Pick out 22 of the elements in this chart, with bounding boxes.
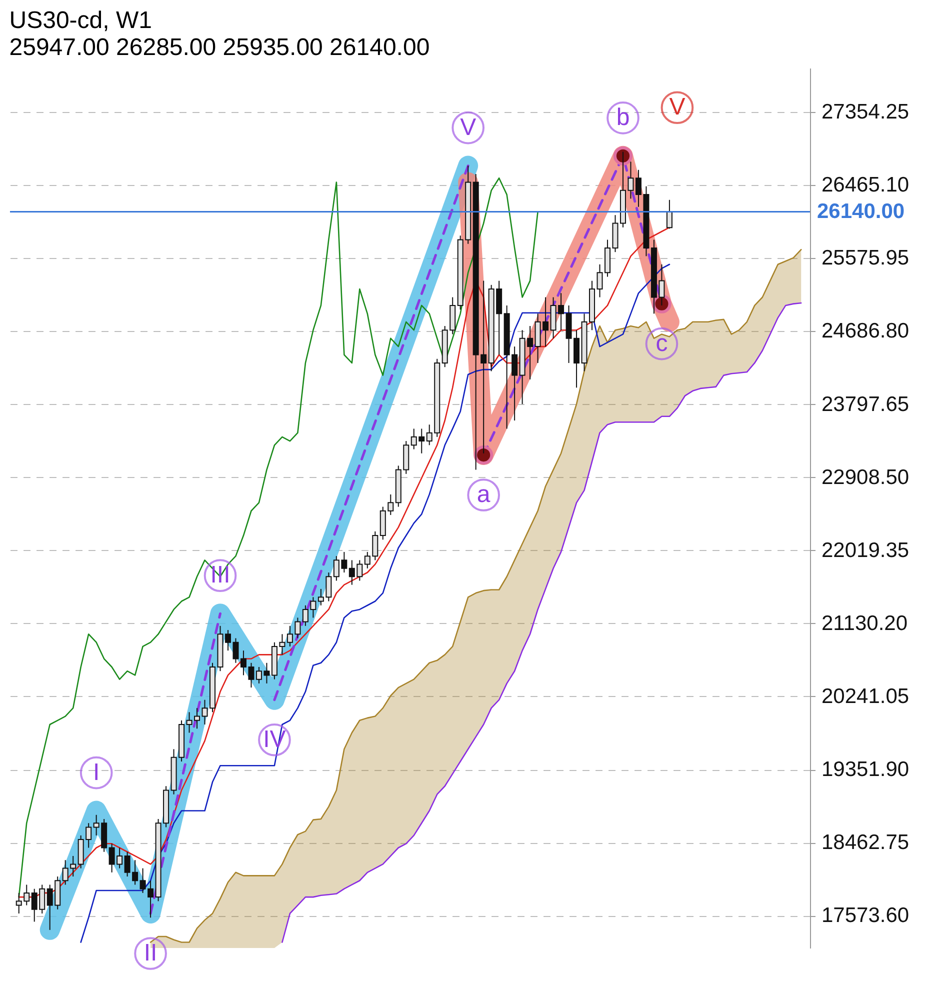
- y-tick-label: 20241.05: [822, 684, 910, 708]
- chart-title: US30-cd, W1: [9, 7, 152, 34]
- y-tick-label: 22908.50: [822, 466, 910, 489]
- data-label: II: [144, 939, 158, 966]
- chart-subtitle: 25947.00 26285.00 25935.00 26140.00: [9, 34, 430, 61]
- y-tick-label: 17573.60: [822, 904, 910, 928]
- y-tick-label: 25575.95: [822, 246, 910, 270]
- y-tick-label: 22019.35: [822, 538, 910, 562]
- y-tick-label: 18462.75: [822, 831, 910, 854]
- data-label: b: [616, 104, 630, 131]
- ref-line-label: 26140.00: [817, 200, 905, 223]
- y-tick-label: 27354.25: [822, 100, 910, 124]
- annotation: V: [669, 94, 686, 121]
- y-tick-label: 26465.10: [822, 174, 910, 197]
- y-tick-label: 23797.65: [822, 392, 910, 416]
- y-tick-label: 24686.80: [822, 320, 910, 343]
- data-label: I: [92, 758, 100, 786]
- data-label: V: [460, 114, 476, 141]
- y-tick-label: 21130.20: [822, 612, 908, 635]
- y-tick-label: 19351.90: [822, 758, 910, 782]
- data-label: c: [656, 330, 668, 357]
- data-label: a: [476, 481, 491, 508]
